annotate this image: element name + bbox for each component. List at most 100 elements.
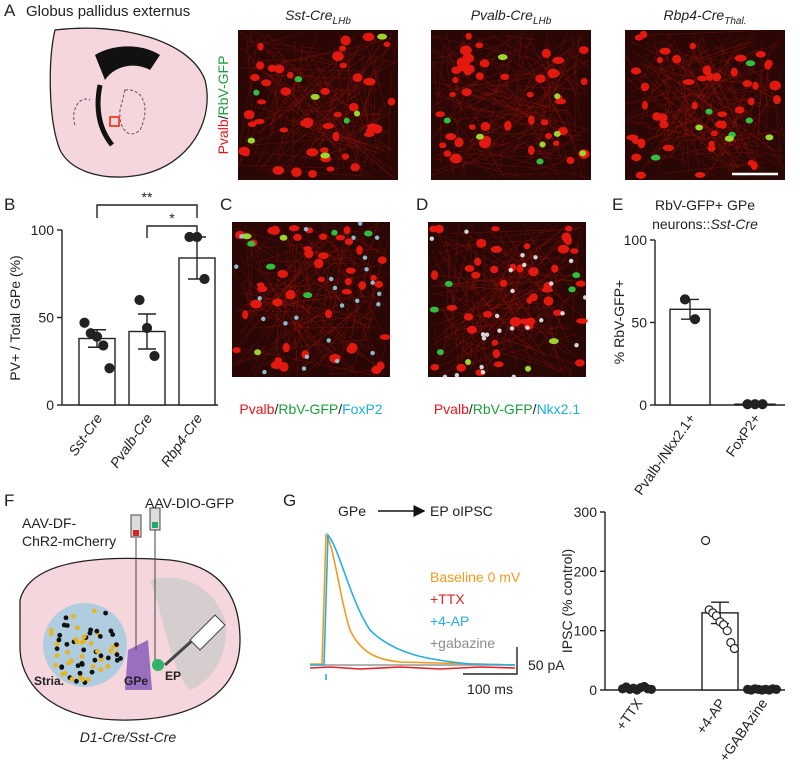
title-part: neurons:: [652, 216, 710, 232]
nucleus [509, 268, 513, 272]
cell [318, 252, 329, 259]
cell-dot [65, 623, 70, 628]
cell [344, 118, 350, 124]
cell [339, 46, 346, 52]
y-tick-label: 0 [639, 397, 647, 413]
cell [311, 94, 320, 100]
cell [541, 288, 553, 293]
cell [535, 74, 545, 83]
nucleus [510, 326, 514, 330]
caption-part: Pvalb [239, 401, 274, 417]
cell [544, 296, 554, 305]
legend-text: Baseline 0 mV [430, 569, 521, 585]
significance-label: ** [142, 189, 153, 205]
cell [773, 95, 781, 104]
cell [695, 172, 705, 178]
cell [471, 272, 480, 279]
stain-part: RbV-GFP [215, 56, 231, 116]
cell-dot [90, 670, 95, 675]
cell [548, 68, 559, 78]
cell [476, 134, 484, 140]
cell [300, 120, 306, 126]
cell [631, 67, 641, 74]
cell [490, 266, 498, 274]
cell [707, 145, 715, 151]
cell [641, 83, 649, 91]
bar [670, 309, 710, 405]
cell [431, 364, 440, 371]
nucleus [481, 332, 485, 336]
cell [542, 49, 551, 58]
nucleus [455, 373, 459, 377]
cell [333, 112, 342, 117]
cell-dot [92, 658, 97, 663]
nucleus [377, 292, 381, 296]
cell [692, 102, 698, 110]
cell [444, 117, 451, 123]
cell-dot [71, 614, 76, 619]
nucleus [533, 255, 537, 259]
cell-dot [49, 628, 54, 633]
cell [454, 138, 463, 148]
legend-text: +4-AP [430, 613, 469, 629]
nucleus [510, 289, 514, 293]
cell [350, 163, 359, 171]
cell [364, 132, 375, 137]
cell [308, 170, 317, 178]
cell [683, 79, 695, 85]
cell [465, 265, 475, 272]
cell [465, 359, 471, 365]
cell [474, 257, 481, 265]
cell-dot [57, 638, 62, 643]
cell [306, 148, 318, 156]
cell [253, 90, 259, 96]
nucleus [363, 255, 367, 259]
cell-dot [94, 629, 99, 634]
cell [354, 110, 360, 116]
cell [748, 98, 755, 106]
cell [242, 310, 248, 319]
data-point [647, 685, 655, 693]
cell-dot [106, 655, 111, 660]
cell [232, 347, 240, 353]
y-tick-label: 300 [574, 504, 598, 520]
cell [476, 239, 486, 248]
cell [576, 318, 588, 324]
cell [638, 138, 646, 148]
cell [451, 66, 461, 73]
cell-dot [118, 656, 123, 661]
data-point [143, 324, 152, 333]
cell [272, 298, 282, 306]
cell-dot [70, 677, 75, 682]
cell [711, 131, 718, 137]
cell [257, 286, 267, 293]
virus-label: AAV-DF- [22, 515, 77, 531]
cell [554, 93, 560, 99]
header-text: EP oIPSC [430, 503, 493, 519]
cell [388, 98, 396, 106]
cell [536, 158, 543, 164]
cell-dot [80, 640, 85, 645]
cell-dot [98, 634, 103, 639]
cell [353, 73, 363, 82]
cell [695, 124, 703, 130]
chart-title: neurons::Sst-Cre [652, 216, 758, 232]
cell [525, 318, 535, 325]
mouse-label: D1-Cre/Sst-Cre [80, 729, 177, 745]
cell-dot [115, 652, 120, 657]
cell [445, 133, 456, 140]
virus-label: ChR2-mCherry [22, 533, 116, 549]
data-point [691, 315, 700, 324]
cell [462, 54, 474, 63]
title-part: Sst-Cre [710, 216, 758, 232]
nucleus [522, 263, 526, 267]
cell [581, 78, 588, 85]
cell [274, 64, 284, 73]
cell-dot [75, 625, 80, 630]
nucleus [358, 221, 362, 225]
cell [443, 150, 451, 156]
stain-part: Pvalb [215, 119, 231, 154]
caption: Pvalb/RbV-GFP/FoxP2 [239, 401, 382, 417]
cell [479, 139, 491, 148]
cell [280, 235, 288, 241]
